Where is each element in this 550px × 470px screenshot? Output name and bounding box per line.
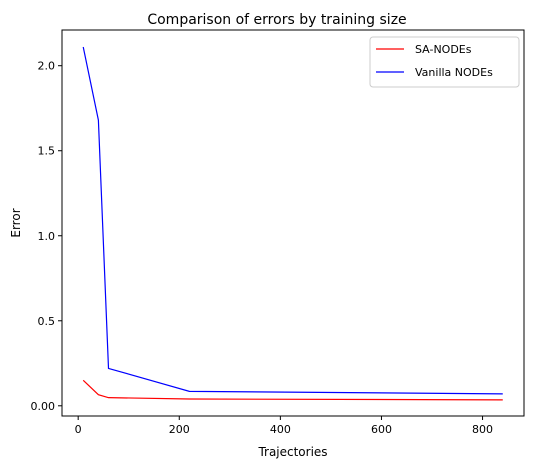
x-tick-label: 0 <box>75 423 82 436</box>
y-tick-label: 0.5 <box>38 315 56 328</box>
plot-area-frame <box>61 29 525 417</box>
x-tick-label: 400 <box>270 423 291 436</box>
chart-title: Comparison of errors by training size <box>147 12 406 28</box>
series-lines <box>82 46 503 401</box>
y-tick-label: 0.00 <box>31 400 56 413</box>
y-axis-label: Error <box>9 208 23 237</box>
x-tick-label: 200 <box>169 423 190 436</box>
legend-label-vanilla-nodes: Vanilla NODEs <box>415 66 493 79</box>
series-line-vanilla-nodes <box>82 46 503 395</box>
series-line-sa-nodes <box>82 379 503 401</box>
y-tick-label: 1.0 <box>38 230 56 243</box>
legend-label-sa-nodes: SA-NODEs <box>415 43 472 56</box>
legend-box <box>369 36 520 88</box>
x-tick-label: 600 <box>371 423 392 436</box>
y-tick-label: 1.5 <box>38 145 56 158</box>
x-tick-label: 800 <box>472 423 493 436</box>
x-axis-ticks: 0 200 400 600 800 <box>75 416 493 436</box>
y-tick-label: 2.0 <box>38 60 56 73</box>
legend: SA-NODEs Vanilla NODEs <box>369 36 520 88</box>
y-axis-ticks: 0.00 0.5 1.0 1.5 2.0 <box>31 60 62 413</box>
x-axis-label: Trajectories <box>257 445 327 459</box>
